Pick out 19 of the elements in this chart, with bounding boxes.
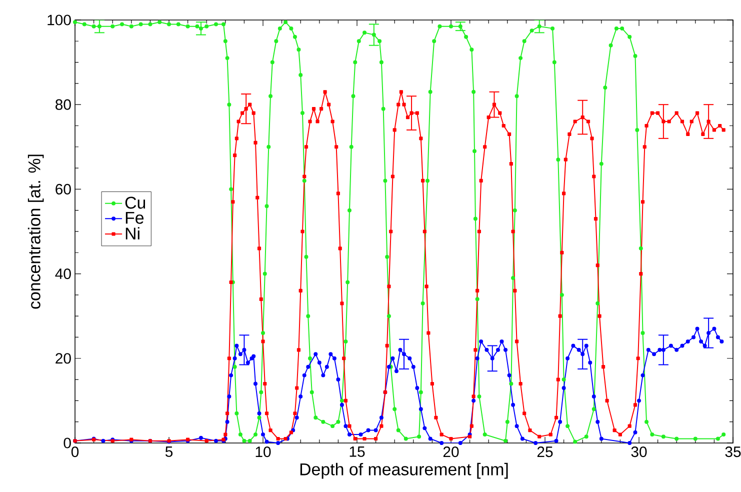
x-tick-label: 0 [71,446,79,458]
x-tick-label: 20 [443,446,459,458]
y-tick-label: 100 [48,14,71,26]
y-tick-label: 60 [56,184,71,194]
y-axis-title: concentration [at. %] [28,154,44,309]
legend-label: Ni [126,227,140,240]
legend-label: Fe [126,212,144,224]
legend-label: Cu [125,196,146,209]
x-tick-label: 5 [165,446,173,457]
y-tick-label: 20 [56,353,71,364]
y-tick-label: 40 [55,268,71,280]
x-tick-label: 25 [537,446,553,458]
x-tick-label: 15 [350,446,365,457]
y-tick-label: 0 [64,438,71,448]
x-axis-title: Depth of measurement [nm] [300,462,508,479]
x-tick-label: 30 [631,446,647,458]
x-tick-label: 10 [256,446,271,458]
x-tick-label: 35 [725,446,741,458]
y-tick-label: 80 [56,99,71,110]
